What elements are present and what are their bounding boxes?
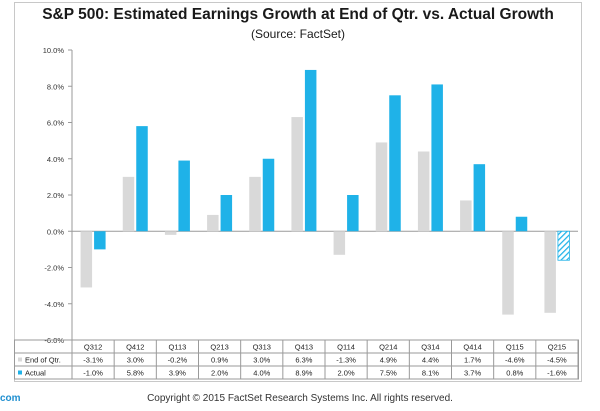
category-label-q412: Q412 <box>126 343 144 352</box>
bar-end-of-qtr-q214 <box>375 142 388 232</box>
legend-key-end-of-qtr <box>18 357 22 362</box>
chart-frame <box>14 2 582 382</box>
data-label-end-of-qtr-q113: -0.2% <box>168 356 188 365</box>
data-label-actual-q214: 7.5% <box>380 369 397 378</box>
y-tick-label: 8.0% <box>47 82 64 91</box>
data-label-actual-q215: -1.6% <box>547 369 567 378</box>
category-label-q115: Q115 <box>506 343 524 352</box>
data-label-end-of-qtr-q312: -3.1% <box>83 356 103 365</box>
data-label-actual-q414: 3.7% <box>464 369 481 378</box>
category-label-q413: Q413 <box>295 343 313 352</box>
bar-actual-q214 <box>389 95 401 232</box>
data-label-end-of-qtr-q314: 4.4% <box>422 356 439 365</box>
category-label-q114: Q114 <box>337 343 355 352</box>
y-tick-label: 0.0% <box>47 227 64 236</box>
category-label-q213: Q213 <box>210 343 228 352</box>
bar-end-of-qtr-q414 <box>460 200 472 232</box>
chart-subtitle: (Source: FactSet) <box>250 27 346 41</box>
category-label-q113: Q113 <box>169 343 187 352</box>
category-label-q314: Q314 <box>421 343 439 352</box>
bar-end-of-qtr-q413 <box>291 117 303 232</box>
data-label-end-of-qtr-q215: -4.5% <box>547 356 567 365</box>
category-label-q215: Q215 <box>548 343 566 352</box>
data-label-end-of-qtr-q213: 0.9% <box>211 356 228 365</box>
data-label-actual-q114: 2.0% <box>338 369 355 378</box>
bar-actual-q213 <box>220 195 233 232</box>
bar-end-of-qtr-q215 <box>544 231 556 313</box>
bar-actual-q114 <box>347 195 359 232</box>
data-label-actual-q412: 5.8% <box>127 369 144 378</box>
y-tick-label: -4.0% <box>44 300 64 309</box>
bar-actual-q115 <box>515 216 528 232</box>
data-label-end-of-qtr-q413: 6.3% <box>295 356 312 365</box>
legend-key-actual <box>18 370 22 375</box>
y-tick-label: 2.0% <box>47 191 64 200</box>
data-label-end-of-qtr-q115: -4.6% <box>505 356 525 365</box>
data-label-end-of-qtr-q214: 4.9% <box>380 356 397 365</box>
bar-actual-q312 <box>94 231 106 250</box>
data-label-actual-q314: 8.1% <box>422 369 439 378</box>
legend-label-end-of-qtr: End of Qtr. <box>25 356 61 365</box>
category-label-q313: Q313 <box>253 343 271 352</box>
legend-label-actual: Actual <box>25 369 46 378</box>
bar-end-of-qtr-q412 <box>122 176 135 232</box>
bar-actual-q113 <box>178 160 190 232</box>
bar-end-of-qtr-q213 <box>207 214 219 232</box>
data-label-end-of-qtr-q414: 1.7% <box>464 356 481 365</box>
bar-actual-q215 <box>557 230 570 261</box>
bar-end-of-qtr-q114 <box>333 231 346 255</box>
category-label-q214: Q214 <box>379 343 397 352</box>
category-label-q414: Q414 <box>463 343 481 352</box>
y-tick-label: 6.0% <box>47 119 64 128</box>
y-tick-label: 4.0% <box>47 155 64 164</box>
bar-end-of-qtr-q115 <box>502 231 514 315</box>
y-tick-label: 10.0% <box>43 46 65 55</box>
data-label-actual-q413: 8.9% <box>295 369 312 378</box>
bar-actual-q412 <box>136 126 148 232</box>
data-label-end-of-qtr-q412: 3.0% <box>127 356 144 365</box>
data-label-end-of-qtr-q313: 3.0% <box>253 356 270 365</box>
data-label-actual-q313: 4.0% <box>253 369 270 378</box>
bar-end-of-qtr-q314 <box>417 151 430 232</box>
data-label-actual-q115: 0.8% <box>506 369 523 378</box>
bar-end-of-qtr-q313 <box>249 176 261 232</box>
bar-actual-q414 <box>473 164 486 232</box>
data-label-actual-q312: -1.0% <box>83 369 103 378</box>
bar-end-of-qtr-q312 <box>80 231 93 288</box>
chart-title: S&P 500: Estimated Earnings Growth at En… <box>42 6 554 23</box>
footer-url-fragment: com <box>0 393 21 404</box>
data-label-actual-q113: 3.9% <box>169 369 186 378</box>
data-label-end-of-qtr-q114: -1.3% <box>336 356 356 365</box>
y-tick-label: -2.0% <box>44 264 64 273</box>
bar-actual-q313 <box>262 158 275 232</box>
category-label-q312: Q312 <box>84 343 102 352</box>
footer-copyright: Copyright © 2015 FactSet Research System… <box>147 393 453 404</box>
data-label-actual-q213: 2.0% <box>211 369 228 378</box>
bar-end-of-qtr-q113 <box>164 231 177 235</box>
bar-actual-q314 <box>431 84 443 232</box>
bar-actual-q413 <box>304 69 317 232</box>
